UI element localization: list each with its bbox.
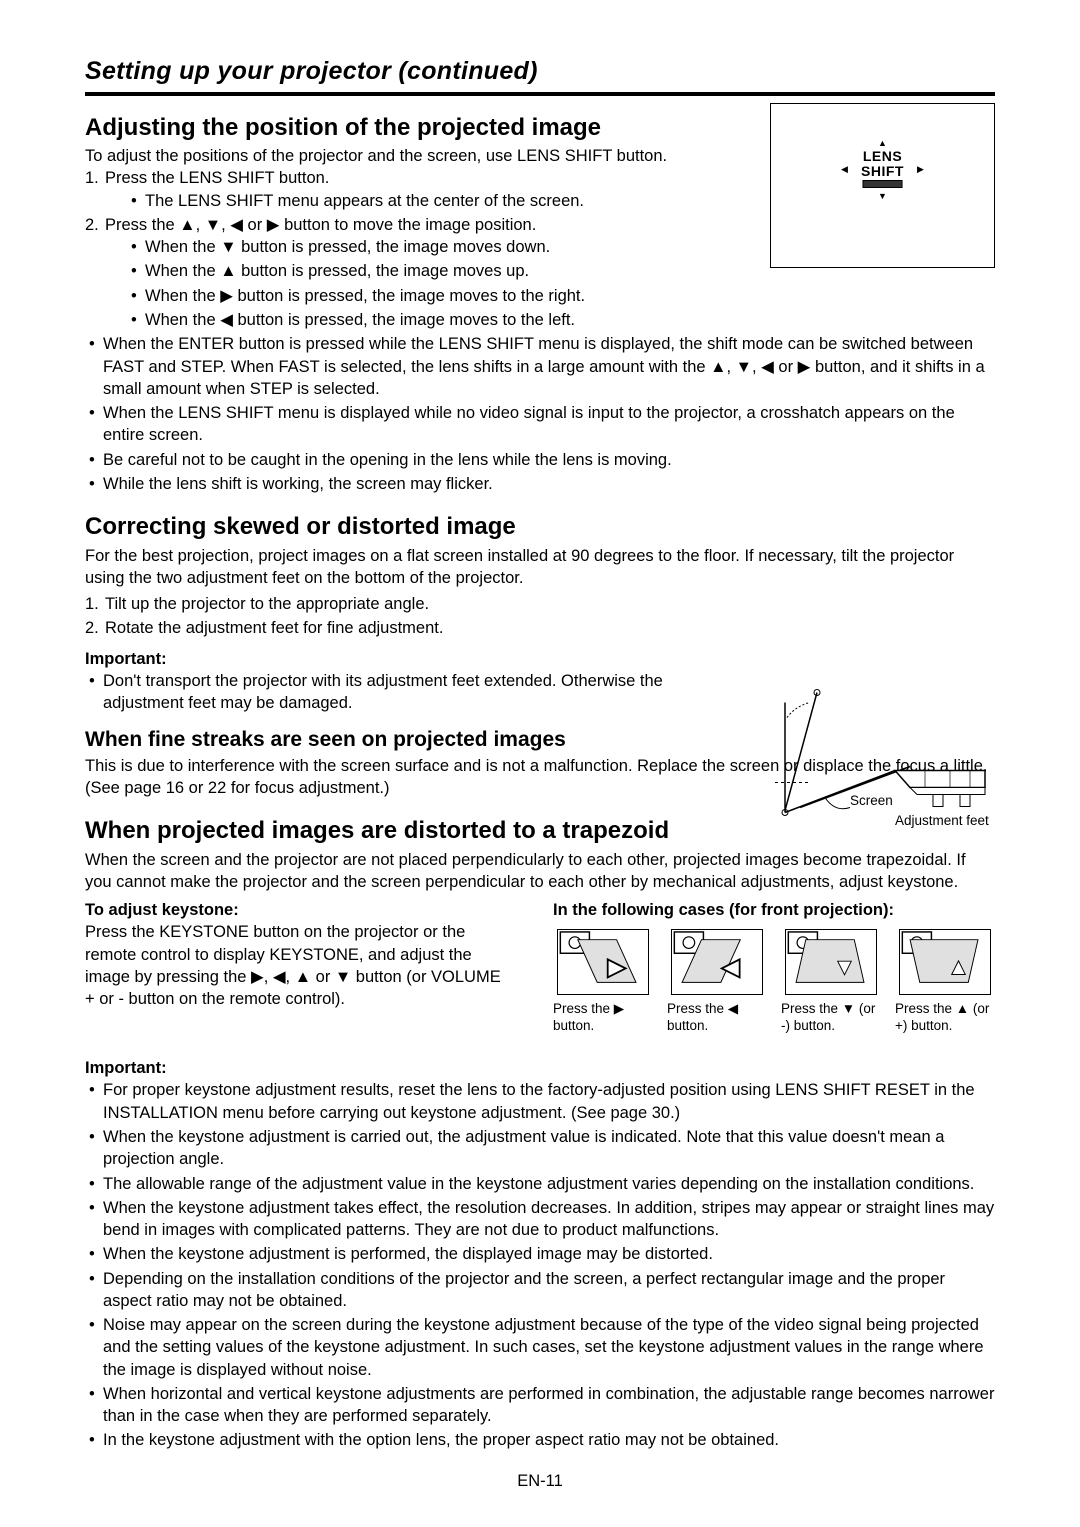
lens-label: LENSSHIFT bbox=[861, 149, 904, 178]
sec1-step2-sub-item: When the ▶ button is pressed, the image … bbox=[145, 285, 725, 307]
keystone-caption: Press the ◀ button. bbox=[667, 1001, 767, 1035]
sec1-note-item: When the ENTER button is pressed while t… bbox=[103, 333, 995, 400]
sec2-title: Correcting skewed or distorted image bbox=[85, 511, 995, 543]
sec4-important-item: For proper keystone adjustment results, … bbox=[103, 1079, 995, 1124]
triangle-down-icon: ▼ bbox=[878, 190, 887, 202]
sec4-important-item: When the keystone adjustment takes effec… bbox=[103, 1197, 995, 1242]
sec1-note-item: When the LENS SHIFT menu is displayed wh… bbox=[103, 402, 995, 447]
fast-select-bar bbox=[862, 180, 902, 188]
sec2-intro: For the best projection, project images … bbox=[85, 545, 995, 590]
page-number: EN-11 bbox=[517, 1470, 563, 1492]
sec4-right-h: In the following cases (for front projec… bbox=[553, 899, 995, 921]
keystone-caption: Press the ▲ (or +) button. bbox=[895, 1001, 995, 1035]
feet-feet-label: Adjustment feet bbox=[895, 812, 989, 830]
sec2-important-label: Important: bbox=[85, 648, 995, 670]
keystone-caption: Press the ▼ (or -) button. bbox=[781, 1001, 881, 1035]
triangle-right-icon: ▶ bbox=[917, 163, 924, 175]
chapter-title: Setting up your projector (continued) bbox=[85, 55, 995, 96]
keystone-figure: ◀ bbox=[671, 929, 763, 995]
sec4-important-item: In the keystone adjustment with the opti… bbox=[103, 1429, 995, 1451]
sec1-step2-sub-item: When the ◀ button is pressed, the image … bbox=[145, 309, 725, 331]
keystone-item: ◀ Press the ◀ button. bbox=[667, 929, 767, 1035]
keystone-figure: ▼ bbox=[785, 929, 877, 995]
sec4-important-item: Noise may appear on the screen during th… bbox=[103, 1314, 995, 1381]
sec4-important-label: Important: bbox=[85, 1057, 995, 1079]
sec2-step2: Rotate the adjustment feet for fine adju… bbox=[105, 617, 995, 639]
sec1-note-item: Be careful not to be caught in the openi… bbox=[103, 449, 995, 471]
sec4-important-item: When horizontal and vertical keystone ad… bbox=[103, 1383, 995, 1428]
svg-text:◀: ◀ bbox=[721, 954, 741, 980]
triangle-up-icon: ▲ bbox=[878, 137, 887, 149]
sec4-important-item: The allowable range of the adjustment va… bbox=[103, 1173, 995, 1195]
feet-screen-label: Screen bbox=[850, 792, 893, 810]
sec2-step1: Tilt up the projector to the appropriate… bbox=[105, 593, 995, 615]
keystone-item: ▼ Press the ▼ (or -) button. bbox=[781, 929, 881, 1035]
svg-text:▶: ▶ bbox=[607, 954, 627, 980]
sec1-step1-sub: The LENS SHIFT menu appears at the cente… bbox=[145, 190, 725, 212]
sec4-important-item: When the keystone adjustment is carried … bbox=[103, 1126, 995, 1171]
keystone-figure: ▲ bbox=[899, 929, 991, 995]
sec4-important-item: When the keystone adjustment is performe… bbox=[103, 1243, 995, 1265]
keystone-item: ▲ Press the ▲ (or +) button. bbox=[895, 929, 995, 1035]
sec1-note-item: While the lens shift is working, the scr… bbox=[103, 473, 995, 495]
sec2-important-item: Don't transport the projector with its a… bbox=[103, 670, 745, 715]
sec4-left-p: Press the KEYSTONE button on the project… bbox=[85, 921, 513, 1010]
sec4-important-item: Depending on the installation conditions… bbox=[103, 1268, 995, 1313]
keystone-item: ▶ Press the ▶ button. bbox=[553, 929, 653, 1035]
keystone-figure: ▶ bbox=[557, 929, 649, 995]
svg-text:▲: ▲ bbox=[947, 954, 970, 980]
sec4-intro: When the screen and the projector are no… bbox=[85, 849, 995, 894]
sec1-step1: Press the LENS SHIFT button. The LENS SH… bbox=[105, 167, 725, 212]
triangle-left-icon: ◀ bbox=[841, 163, 848, 175]
feet-diagram: Screen Adjustment feet bbox=[755, 680, 995, 835]
svg-text:▼: ▼ bbox=[833, 954, 856, 980]
sec1-step2-sub-item: When the ▼ button is pressed, the image … bbox=[145, 236, 725, 258]
sec1-step2: Press the ▲, ▼, ◀ or ▶ button to move th… bbox=[105, 214, 725, 331]
keystone-caption: Press the ▶ button. bbox=[553, 1001, 653, 1035]
sec1-step2-sub-item: When the ▲ button is pressed, the image … bbox=[145, 260, 725, 282]
lens-shift-diagram: ▲ ◀ ▶ LENSSHIFT ▼ bbox=[770, 103, 995, 268]
sec4-left-h: To adjust keystone: bbox=[85, 899, 513, 921]
